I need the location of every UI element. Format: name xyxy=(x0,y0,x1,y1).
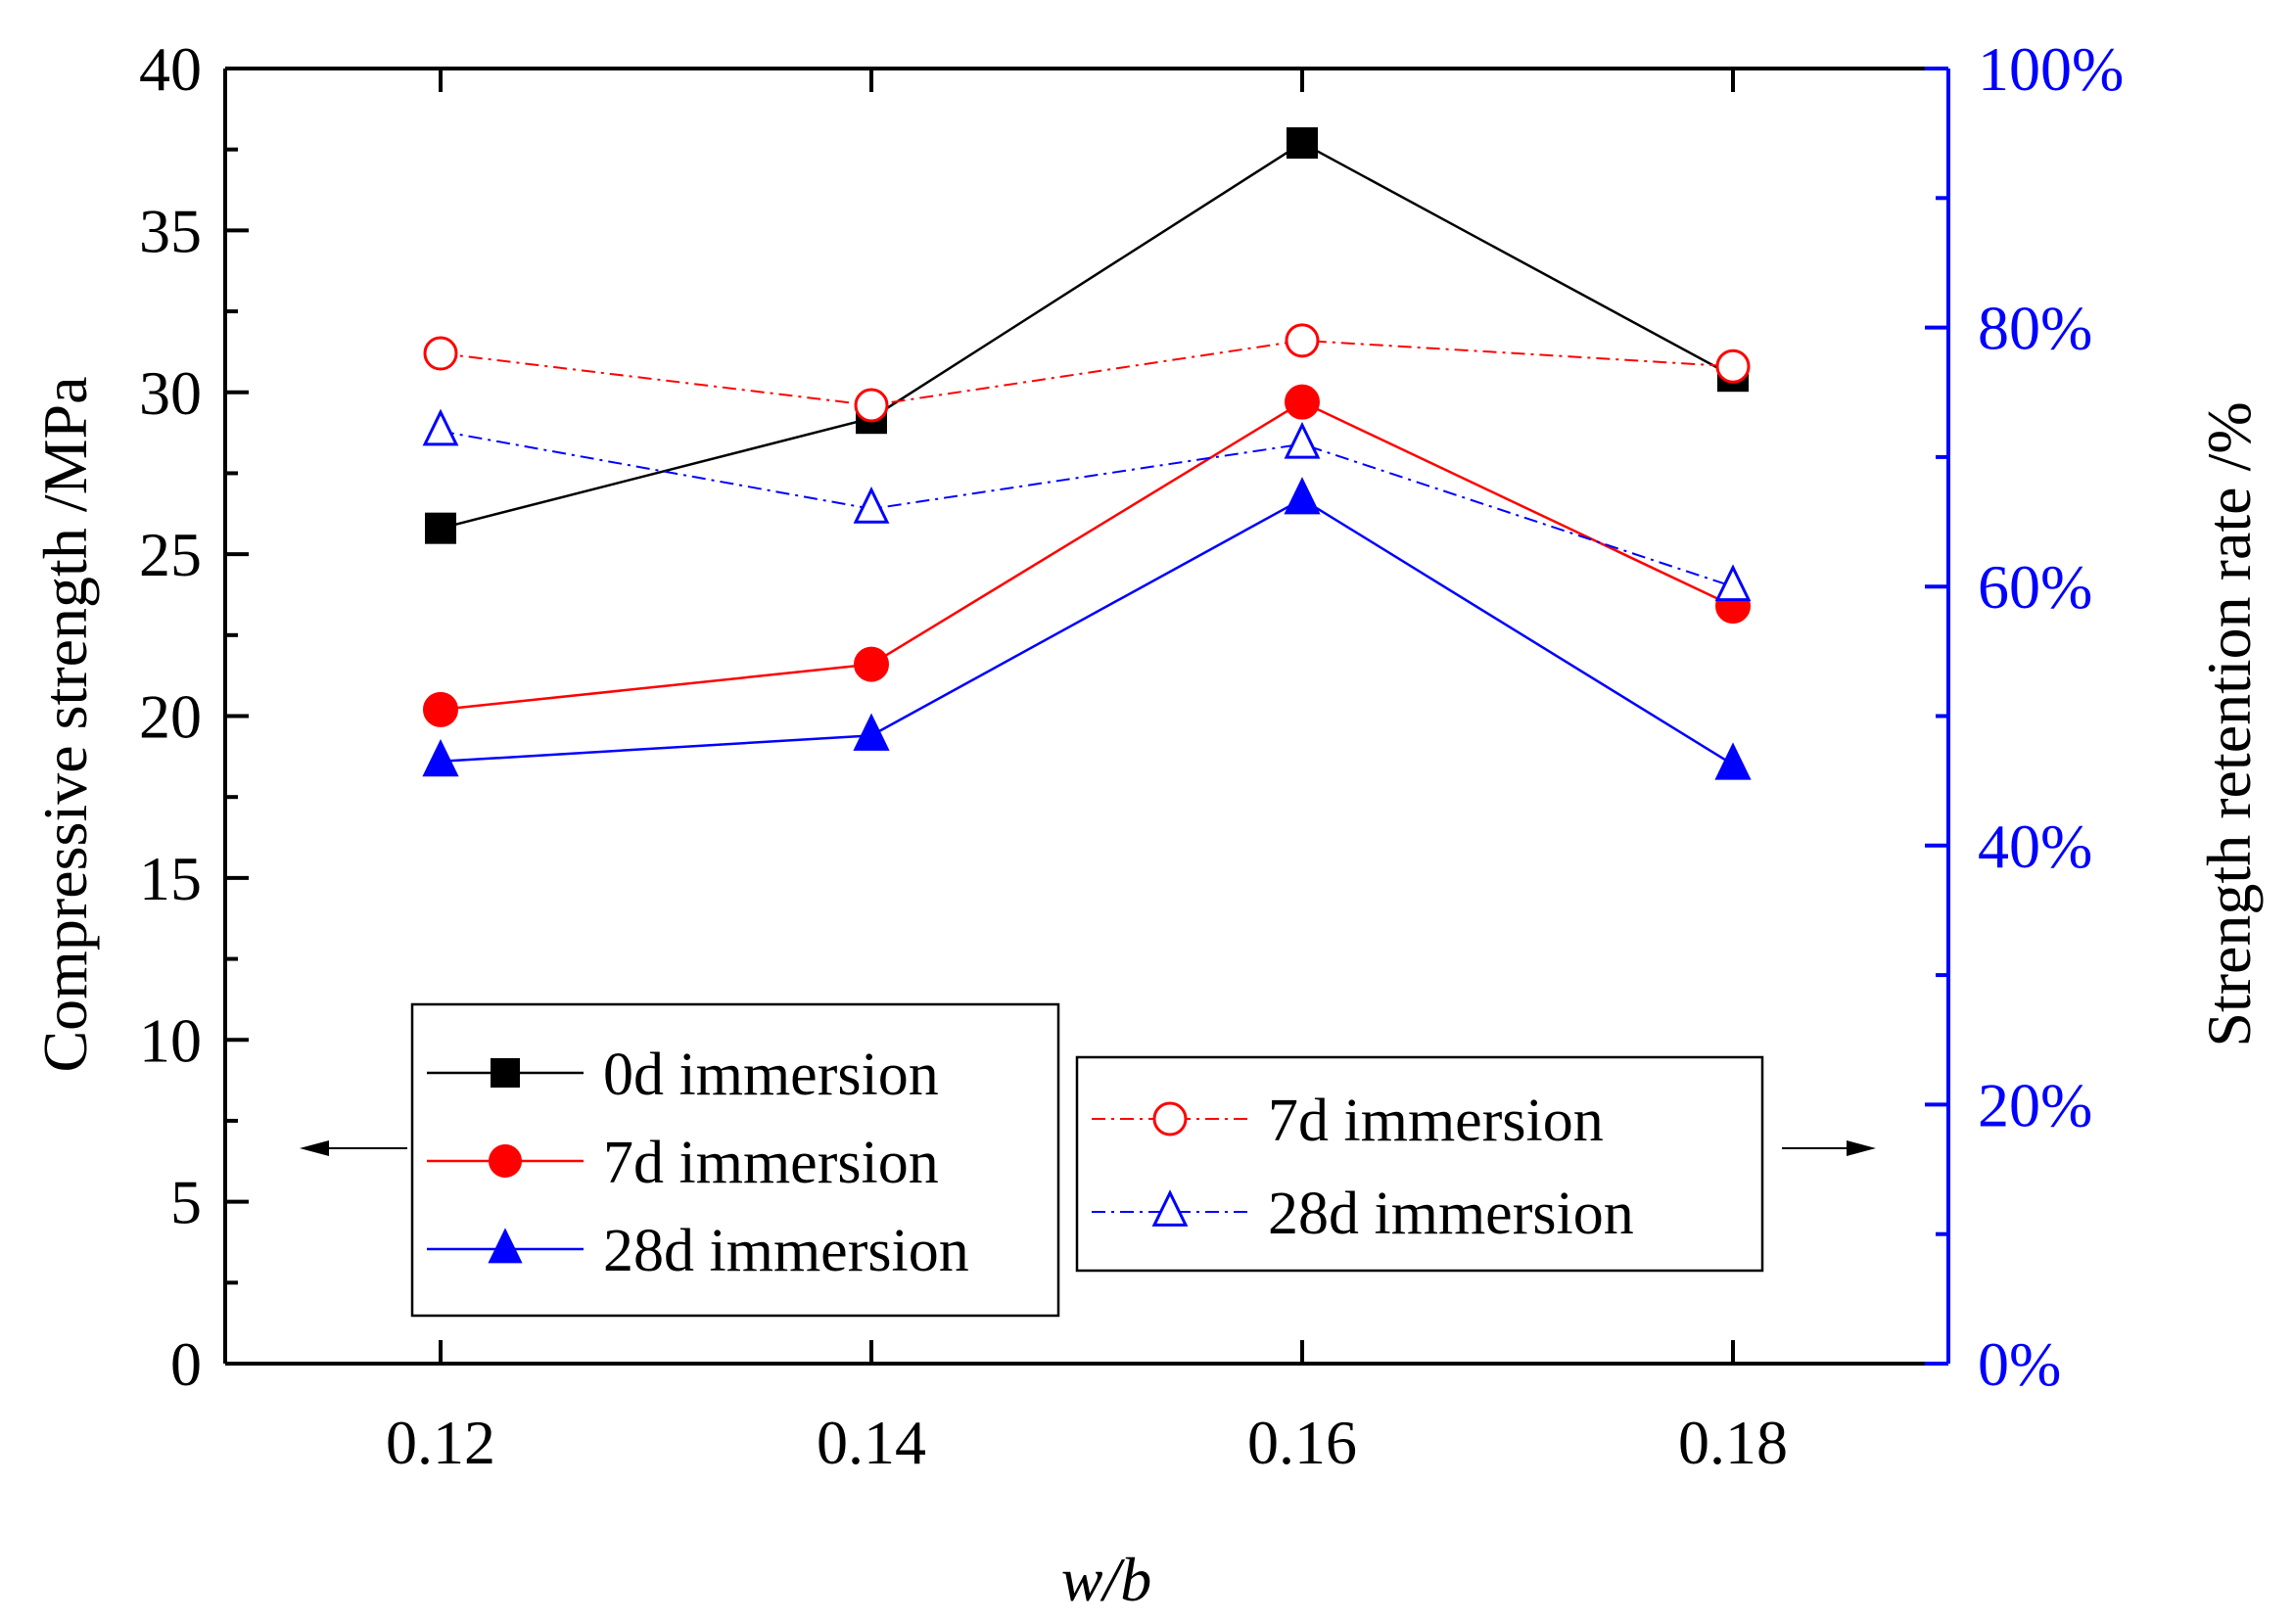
data-point xyxy=(422,408,459,446)
y-left-tick-label: 5 xyxy=(170,1168,202,1237)
x-tick-label: 0.16 xyxy=(1247,1408,1357,1477)
legend-entry: 7d immersion xyxy=(427,1130,939,1196)
series-right-3 xyxy=(423,323,1751,423)
data-point xyxy=(853,486,890,524)
data-point xyxy=(425,512,456,544)
legend-marker xyxy=(489,1144,522,1178)
arrow-right-icon xyxy=(1847,1140,1876,1156)
legend-label: 0d immersion xyxy=(603,1042,939,1108)
series-line xyxy=(440,141,1734,530)
y-left-tick-label: 35 xyxy=(139,196,202,265)
y-axis-left-title: Compressive strength /MPa xyxy=(30,376,100,1072)
data-point xyxy=(1714,564,1752,602)
series-line xyxy=(440,497,1734,766)
data-point xyxy=(423,691,458,727)
data-point xyxy=(853,713,890,751)
legend-marker xyxy=(491,1058,520,1088)
legend-marker xyxy=(1151,1189,1189,1227)
y-left-tick-label: 0 xyxy=(170,1329,202,1399)
data-point xyxy=(422,739,459,777)
axes-layer xyxy=(223,67,1950,1366)
data-point xyxy=(1284,477,1321,515)
y-right-tick-label: 100% xyxy=(1978,34,2124,104)
series-line xyxy=(440,400,1734,712)
legend-frame xyxy=(1075,1055,1764,1273)
series-layer xyxy=(422,127,1752,780)
data-point xyxy=(854,388,889,423)
y-axis-right-title: Strength retention rate /% xyxy=(2194,401,2264,1046)
legend-marker xyxy=(1152,1101,1188,1137)
legend-legend_left: 0d immersion 7d immersion 28d immersion xyxy=(410,1002,1060,1318)
legend-legend_right: 7d immersion 28d immersion xyxy=(1075,1055,1764,1273)
series-right-4 xyxy=(422,408,1752,602)
y-left-tick-label: 20 xyxy=(139,682,202,752)
legend-label: 28d immersion xyxy=(1268,1181,1634,1247)
legend-label: 7d immersion xyxy=(603,1130,939,1196)
x-tick-label: 0.12 xyxy=(386,1408,495,1477)
y-left-tick-label: 40 xyxy=(139,34,202,104)
x-tick-label: 0.14 xyxy=(817,1408,926,1477)
legend-label: 28d immersion xyxy=(603,1218,969,1284)
arrow-left-icon xyxy=(300,1140,329,1156)
data-point xyxy=(1715,348,1751,384)
y-left-tick-label: 25 xyxy=(139,520,202,589)
data-point xyxy=(854,646,889,682)
legend-label: 7d immersion xyxy=(1268,1088,1604,1154)
data-point xyxy=(1284,421,1321,459)
y-right-tick-label: 20% xyxy=(1978,1070,2092,1139)
series-left-2 xyxy=(422,477,1752,780)
series-line xyxy=(440,430,1734,588)
legend-entry: 28d immersion xyxy=(427,1218,969,1284)
legend-marker xyxy=(488,1228,523,1264)
data-point xyxy=(1285,323,1320,358)
legend-entry: 0d immersion xyxy=(427,1042,939,1108)
y-right-tick-label: 80% xyxy=(1978,294,2092,363)
y-left-tick-label: 30 xyxy=(139,358,202,428)
series-left-1 xyxy=(423,384,1751,727)
y-right-tick-label: 40% xyxy=(1978,812,2092,881)
data-point xyxy=(1287,127,1318,160)
data-point xyxy=(423,336,458,371)
y-left-tick-label: 10 xyxy=(139,1005,202,1075)
labels-layer: w/b Compressive strength /MPa Strength r… xyxy=(30,34,2264,1614)
series-line xyxy=(440,339,1734,406)
legend-entry: 28d immersion xyxy=(1092,1181,1634,1247)
y-left-tick-label: 15 xyxy=(139,844,202,913)
x-axis-title: w/b xyxy=(1061,1545,1151,1614)
data-point xyxy=(1285,384,1320,420)
y-right-tick-label: 0% xyxy=(1978,1329,2061,1399)
series-left-0 xyxy=(425,127,1749,544)
x-tick-label: 0.18 xyxy=(1678,1408,1788,1477)
y-right-tick-label: 60% xyxy=(1978,552,2092,622)
data-point xyxy=(1714,742,1752,780)
legend-entry: 7d immersion xyxy=(1092,1088,1604,1154)
